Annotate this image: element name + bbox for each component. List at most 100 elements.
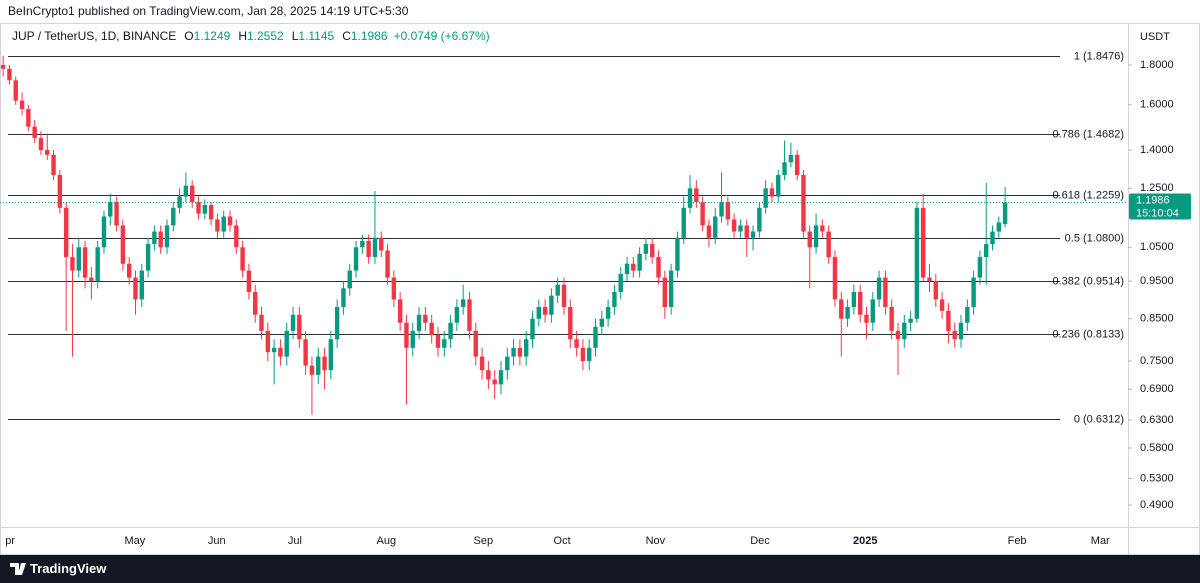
candle-body bbox=[202, 204, 208, 214]
symbol-legend: JUP / TetherUS, 1D, BINANCE O1.1249 H1.255… bbox=[12, 29, 490, 43]
candle-body bbox=[486, 370, 491, 380]
y-tick-label: 0.5800 bbox=[1140, 442, 1174, 454]
legend-value: 1.1986 bbox=[351, 29, 388, 43]
brand-logo bbox=[10, 563, 26, 575]
y-tick-label: 1.8000 bbox=[1140, 59, 1174, 71]
candle-body bbox=[605, 306, 611, 319]
candle-body bbox=[801, 175, 806, 232]
candle-body bbox=[505, 356, 510, 371]
candle-body bbox=[171, 207, 176, 226]
candle-body bbox=[126, 263, 132, 278]
candle-body bbox=[549, 295, 554, 315]
candle-body bbox=[511, 347, 516, 357]
candle-body bbox=[681, 207, 686, 238]
candle-body bbox=[347, 270, 352, 289]
candle-body bbox=[391, 277, 397, 300]
candle-body bbox=[334, 306, 340, 340]
candle-body bbox=[183, 185, 189, 197]
candle-body bbox=[675, 237, 680, 271]
candle-body bbox=[517, 347, 523, 357]
symbol-title: JUP / TetherUS, 1D, BINANCE bbox=[12, 29, 176, 43]
candle-body bbox=[1002, 202, 1008, 224]
candle-body bbox=[561, 284, 567, 307]
candle-body bbox=[839, 299, 844, 319]
fib-label: 0.786 (1.4682) bbox=[1052, 128, 1124, 140]
candle-body bbox=[788, 154, 794, 163]
candle-body bbox=[435, 335, 441, 348]
candle-body bbox=[656, 257, 661, 278]
candle-body bbox=[416, 314, 422, 331]
candle-body bbox=[536, 306, 541, 319]
candle-body bbox=[700, 202, 705, 226]
candle-body bbox=[467, 299, 472, 331]
x-tick-label: Aug bbox=[377, 535, 397, 547]
candle-body bbox=[26, 109, 31, 127]
candle-body bbox=[227, 216, 233, 226]
candle-body bbox=[253, 291, 258, 315]
candle-body bbox=[624, 263, 630, 275]
candle-body bbox=[908, 318, 913, 323]
candle-body bbox=[454, 306, 460, 323]
candle-body bbox=[939, 299, 945, 311]
legend-field: L bbox=[292, 29, 299, 43]
candle-body bbox=[158, 231, 163, 248]
y-tick-label: 0.9500 bbox=[1140, 275, 1174, 287]
fib-label: 0.5 (1.0800) bbox=[1065, 232, 1124, 244]
fib-label: 0.618 (1.2259) bbox=[1052, 189, 1124, 201]
candle-body bbox=[725, 202, 731, 220]
publish-note: BeInCrypto1 published on TradingView.com… bbox=[8, 4, 409, 18]
candle-body bbox=[952, 330, 957, 340]
candle-body bbox=[713, 216, 718, 238]
candle-body bbox=[851, 291, 857, 307]
x-tick-label: Dec bbox=[750, 535, 770, 547]
candle-body bbox=[914, 207, 920, 319]
candle-body bbox=[45, 149, 50, 155]
candle-body bbox=[316, 356, 321, 375]
candle-body bbox=[662, 277, 668, 307]
candle-body bbox=[410, 330, 415, 348]
x-tick-label: Mar bbox=[1091, 535, 1110, 547]
candle-body bbox=[473, 330, 478, 357]
legend-change: +0.0749 (+6.67%) bbox=[394, 29, 490, 43]
candle-body bbox=[366, 240, 371, 258]
candle-body bbox=[593, 326, 598, 348]
candle-body bbox=[719, 202, 724, 217]
candle-body bbox=[826, 231, 831, 258]
candle-body bbox=[341, 288, 346, 307]
candle-body bbox=[807, 231, 812, 248]
x-tick-label: pr bbox=[5, 535, 15, 547]
y-tick-label: 1.0500 bbox=[1140, 241, 1174, 253]
candle-body bbox=[587, 347, 592, 362]
candle-body bbox=[189, 185, 195, 203]
candle-body bbox=[303, 339, 308, 366]
candle-body bbox=[221, 216, 226, 232]
candle-body bbox=[259, 314, 264, 331]
candle-body bbox=[309, 365, 315, 375]
candle-body bbox=[731, 219, 737, 232]
y-tick-label: 1.4000 bbox=[1140, 144, 1174, 156]
candle-body bbox=[895, 330, 901, 340]
x-tick-label: May bbox=[124, 535, 145, 547]
candle-body bbox=[240, 247, 245, 271]
candle-body bbox=[372, 237, 378, 258]
price-tag-countdown: 15:10:04 bbox=[1136, 207, 1179, 219]
legend-value: 1.1249 bbox=[194, 29, 231, 43]
currency-label: USDT bbox=[1140, 31, 1170, 43]
candle-body bbox=[379, 237, 384, 251]
candle-body bbox=[7, 68, 12, 81]
candle-body bbox=[101, 216, 107, 248]
candle-body bbox=[429, 322, 434, 336]
candle-body bbox=[876, 277, 882, 300]
y-tick-label: 0.8500 bbox=[1140, 313, 1174, 325]
candle-body bbox=[322, 356, 327, 371]
candle-body bbox=[990, 231, 995, 245]
candle-body bbox=[965, 306, 970, 323]
candle-body bbox=[234, 225, 239, 248]
candle-body bbox=[32, 126, 37, 139]
candle-body bbox=[820, 225, 825, 232]
candle-body bbox=[542, 306, 548, 315]
candle-body bbox=[152, 231, 157, 245]
candle-body bbox=[108, 202, 113, 217]
candle-body bbox=[902, 322, 907, 340]
candle-body bbox=[385, 250, 390, 278]
